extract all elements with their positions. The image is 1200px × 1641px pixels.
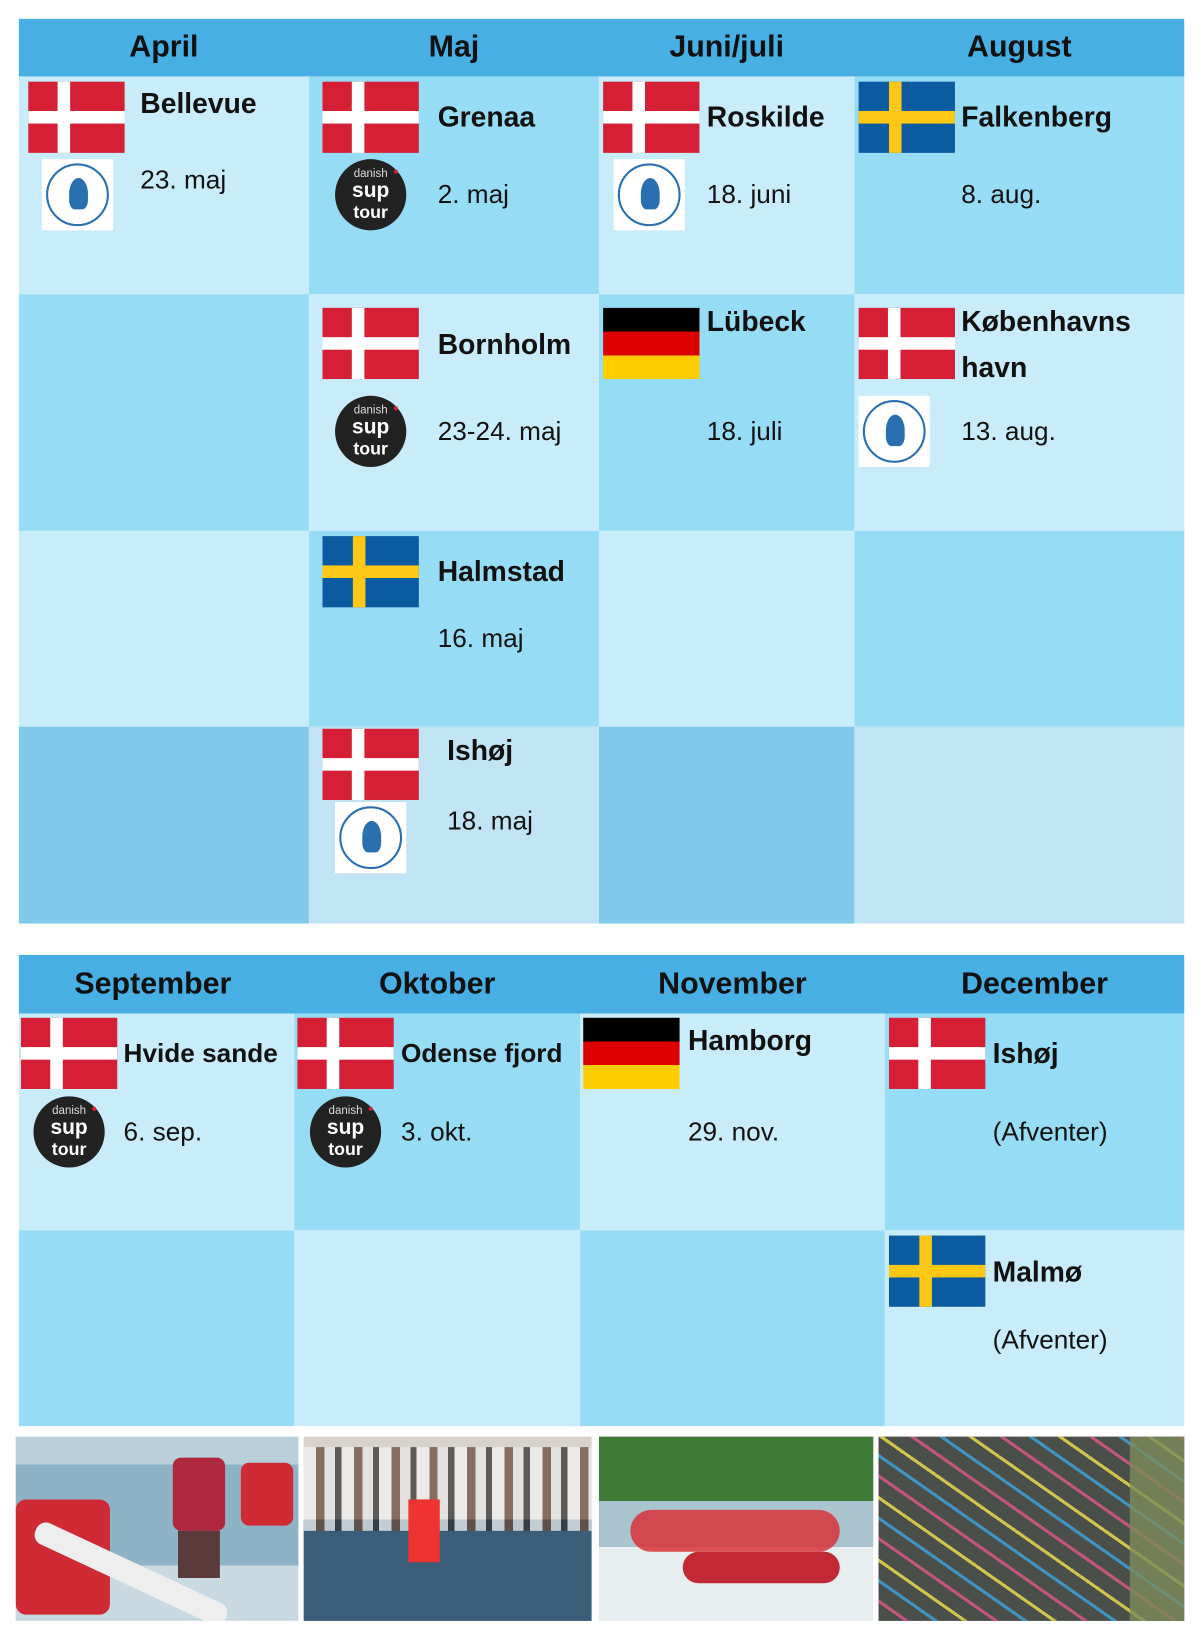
- denmark-flag-icon: [888, 1017, 986, 1089]
- photo-sup-beach-start: [598, 1436, 874, 1621]
- sweden-flag-icon: [888, 1235, 986, 1307]
- denmark-flag-icon: [858, 307, 955, 380]
- month-header-august: August: [967, 30, 1072, 64]
- denmark-flag-icon: [603, 81, 700, 153]
- event-date: 8. aug.: [961, 180, 1042, 210]
- month-header-december: December: [961, 966, 1108, 1001]
- table-cell: [854, 726, 1185, 924]
- copenhagen-sup-klub-logo-icon: [335, 802, 407, 874]
- danish-sup-tour-logo-icon: danish sup tour: [33, 1096, 105, 1168]
- event-name-falkenberg: Falkenberg: [961, 101, 1113, 133]
- event-date: 18. juli: [706, 416, 783, 447]
- event-name-ishoj: Ishøj: [447, 735, 514, 767]
- denmark-flag-icon: [322, 728, 419, 800]
- table-cell: [854, 530, 1185, 727]
- logo-text: danish: [328, 1104, 363, 1118]
- event-date: 18. maj: [447, 806, 533, 836]
- top-table-header: April Maj Juni/juli August: [18, 18, 1185, 77]
- logo-text: danish: [353, 404, 388, 417]
- month-header-maj: Maj: [428, 30, 480, 64]
- event-date: 13. aug.: [961, 416, 1056, 447]
- photo-sup-race-start-crowd: [303, 1436, 592, 1621]
- danish-sup-tour-logo-icon: danish sup tour: [335, 395, 407, 468]
- logo-text: tour: [353, 438, 388, 459]
- logo-text: sup: [352, 415, 390, 439]
- denmark-flag-icon: [297, 1017, 394, 1089]
- event-name-kobenhavns-havn: Københavns: [961, 305, 1131, 338]
- event-name-grenaa: Grenaa: [437, 101, 536, 133]
- table-cell: [18, 294, 309, 531]
- event-name-ishoj-december: Ishøj: [992, 1037, 1059, 1070]
- logo-text: tour: [51, 1139, 87, 1160]
- logo-text: sup: [50, 1116, 88, 1140]
- event-date: (Afventer): [992, 1117, 1108, 1147]
- danish-sup-tour-logo-icon: danish sup tour: [309, 1096, 382, 1168]
- event-date: 29. nov.: [687, 1117, 780, 1147]
- event-date: 6. sep.: [123, 1117, 203, 1147]
- copenhagen-sup-klub-logo-icon: [858, 395, 930, 468]
- month-header-juni-juli: Juni/juli: [669, 30, 785, 64]
- photo-sup-mass-paddle-aerial: [878, 1436, 1185, 1621]
- logo-text: danish: [353, 167, 388, 181]
- event-name-bellevue: Bellevue: [140, 87, 257, 120]
- denmark-flag-icon: [28, 81, 125, 153]
- table-cell: [580, 1230, 885, 1427]
- denmark-flag-icon: [20, 1017, 118, 1089]
- denmark-flag-icon: [322, 81, 419, 153]
- event-date: (Afventer): [992, 1325, 1108, 1355]
- event-date: 16. maj: [437, 624, 524, 654]
- month-header-april: April: [129, 30, 199, 64]
- table-cell: [294, 1230, 581, 1427]
- table-cell: [598, 726, 855, 924]
- danish-sup-tour-logo-icon: danish sup tour: [335, 159, 407, 231]
- logo-text: tour: [353, 202, 388, 222]
- table-cell: [598, 530, 855, 727]
- sweden-flag-icon: [322, 536, 419, 608]
- event-name-malmo: Malmø: [992, 1256, 1083, 1288]
- event-name-lubeck: Lübeck: [706, 305, 806, 338]
- germany-flag-icon: [583, 1017, 680, 1089]
- event-date: 2. maj: [437, 180, 509, 210]
- table-cell: [18, 726, 309, 924]
- event-name-hamborg: Hamborg: [687, 1025, 813, 1057]
- photo-sup-racer-buoy: [15, 1436, 299, 1621]
- logo-text: danish: [52, 1104, 87, 1118]
- event-name-roskilde: Roskilde: [706, 101, 825, 133]
- event-date: 23. maj: [140, 165, 227, 195]
- denmark-flag-icon: [322, 307, 419, 380]
- table-cell: [18, 530, 309, 727]
- copenhagen-sup-klub-logo-icon: [613, 159, 685, 231]
- event-date: 3. okt.: [401, 1117, 473, 1147]
- logo-text: tour: [328, 1139, 363, 1160]
- event-name-bornholm: Bornholm: [437, 328, 572, 361]
- event-date: 18. juni: [706, 180, 792, 210]
- bottom-table-header: September Oktober November December: [18, 954, 1185, 1014]
- logo-text: sup: [326, 1116, 365, 1140]
- event-name-halmstad: Halmstad: [437, 556, 565, 588]
- event-date: 23-24. maj: [437, 416, 562, 447]
- event-name-odense-fjord: Odense fjord: [401, 1038, 563, 1069]
- event-name-kobenhavns-havn-line2: havn: [961, 351, 1028, 384]
- month-header-oktober: Oktober: [378, 966, 496, 1001]
- logo-text: sup: [352, 179, 390, 203]
- copenhagen-sup-klub-logo-icon: [41, 159, 114, 231]
- germany-flag-icon: [603, 307, 700, 380]
- month-header-november: November: [658, 966, 807, 1001]
- table-cell: [18, 1230, 295, 1427]
- event-name-hvide-sande: Hvide sande: [123, 1038, 278, 1069]
- sweden-flag-icon: [858, 81, 955, 153]
- month-header-september: September: [74, 966, 232, 1001]
